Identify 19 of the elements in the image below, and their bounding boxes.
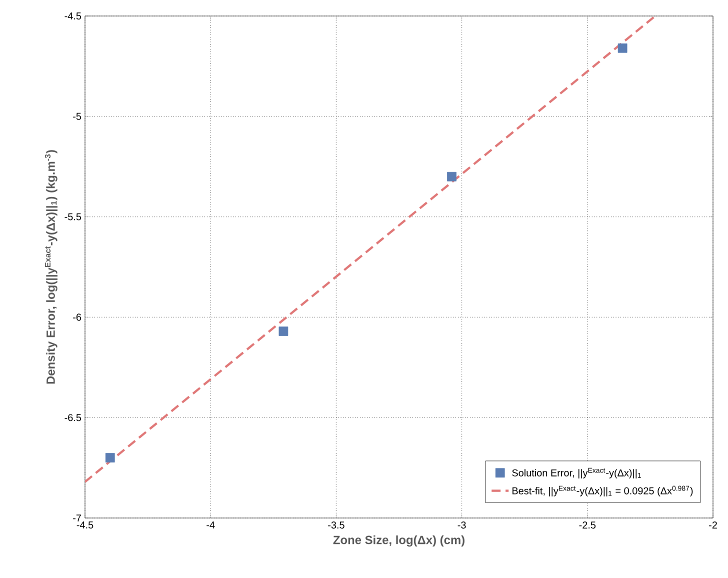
legend-label: Solution Error, ||y$^{Exact}$-y(Δx)||$_{1}$ — [512, 468, 641, 478]
y-tick-label: -7 — [73, 514, 81, 522]
legend-label: Best-fit, ||y$^{Exact}$-y(Δx)||$_{1}$ = 0.0925 (Δx$^{0.987}$) — [512, 486, 693, 496]
x-tick-label: -4 — [206, 522, 215, 528]
x-tick-label: -3 — [458, 522, 466, 529]
y-tick-label: -5 — [73, 112, 82, 120]
x-axis-title: Zone Size, log(Δx) (cm) — [333, 535, 464, 547]
point — [105, 453, 115, 462]
y-tick-label: -6.5 — [64, 414, 82, 422]
y-tick-label: -6 — [73, 314, 82, 321]
point — [447, 172, 456, 182]
x-tick-label: -2 — [709, 522, 717, 528]
y-axis-title: Density Error, log(||y$^{Exact}$-y(Δx)||$_{1}$) (kg.m$^{-3}$) — [44, 150, 58, 384]
point — [278, 326, 288, 336]
point — [618, 43, 628, 53]
y-tick-label: -5.5 — [64, 213, 82, 220]
x-tick-label: -2.5 — [579, 522, 596, 529]
x-tick-label: -3.5 — [328, 522, 344, 529]
y-tick-label: -4.5 — [64, 12, 82, 20]
